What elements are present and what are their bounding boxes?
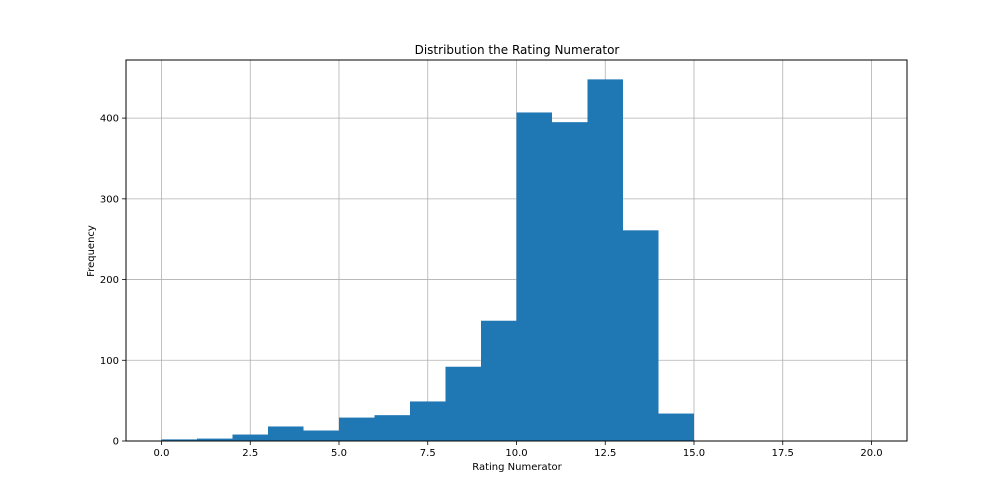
histogram-bar [303, 430, 339, 441]
x-tick-label: 10.0 [505, 448, 527, 459]
histogram-bar [552, 122, 588, 441]
y-tick-label: 100 [100, 356, 119, 367]
x-tick-label: 7.5 [420, 448, 436, 459]
y-tick-label: 200 [100, 275, 119, 286]
x-axis-ticks: 0.0 2.5 5.0 7.5 10.0 12.5 15.0 17.5 20.0 [154, 441, 883, 459]
histogram-bar [410, 401, 446, 441]
y-tick-label: 0 [113, 437, 119, 448]
histogram-bar [232, 434, 268, 441]
x-axis-label: Rating Numerator [472, 462, 562, 473]
x-tick-label: 5.0 [331, 448, 347, 459]
y-tick-label: 300 [100, 194, 119, 205]
histogram-bar [481, 320, 517, 441]
histogram-bar [658, 413, 694, 441]
histogram-bars [161, 79, 694, 442]
histogram-bar [161, 439, 197, 441]
y-tick-label: 400 [100, 114, 119, 125]
x-tick-label: 17.5 [772, 448, 794, 459]
x-tick-label: 12.5 [594, 448, 616, 459]
chart-title: Distribution the Rating Numerator [415, 43, 620, 57]
histogram-bar [587, 79, 623, 442]
x-tick-label: 15.0 [683, 448, 705, 459]
y-axis-label: Frequency [86, 225, 97, 277]
histogram-bar [623, 230, 659, 441]
x-tick-label: 2.5 [242, 448, 258, 459]
x-tick-label: 0.0 [154, 448, 170, 459]
histogram-bar [374, 415, 410, 441]
x-tick-label: 20.0 [860, 448, 882, 459]
histogram-bar [445, 366, 481, 441]
y-axis-ticks: 0 100 200 300 400 [100, 114, 126, 448]
histogram-bar [197, 438, 233, 441]
histogram-bar [339, 417, 375, 441]
histogram-bar [268, 426, 304, 441]
histogram-bar [516, 112, 552, 441]
